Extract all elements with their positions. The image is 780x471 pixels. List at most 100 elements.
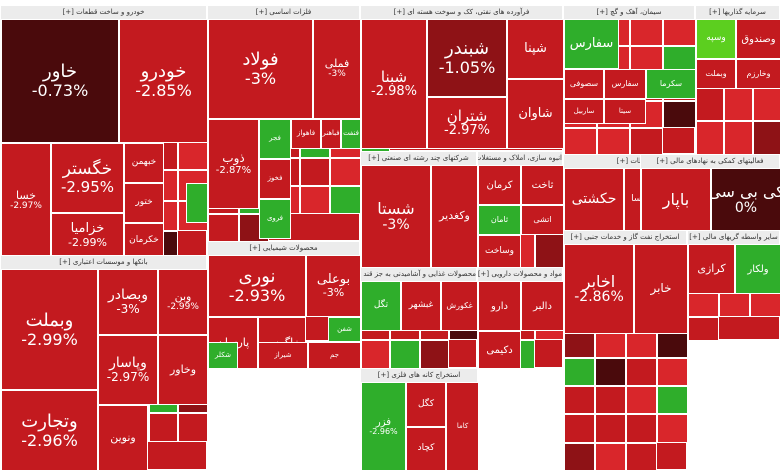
sector-block[interactable]: انبوه سازی، املاک و مستغلات [+] کرمان ثاخت… (477, 151, 564, 268)
stock-tile[interactable]: جم (308, 342, 361, 369)
sector-header[interactable]: استخراج نفت گاز و خدمات جنبی [+] (564, 231, 686, 244)
stock-tile[interactable]: باپار (641, 168, 711, 231)
filler-tile[interactable] (696, 87, 725, 121)
filler-tile[interactable] (148, 413, 179, 443)
filler-tile[interactable] (663, 19, 696, 47)
sector-header[interactable]: مواد و محصولات دارویی [+] (478, 268, 562, 281)
stock-tile[interactable]: ونوین (98, 405, 148, 471)
stock-tile[interactable]: ثاخت (521, 165, 564, 205)
sector-header[interactable]: محصولات غذایی و آشامیدنی به جز قند و شکر… (361, 268, 476, 281)
sector-block[interactable]: استخراج کانه های فلزی [+] فزر -2.96% کگل کچا… (360, 368, 479, 471)
stock-tile[interactable]: وخارزم (736, 59, 780, 89)
filler-tile[interactable] (330, 186, 361, 215)
sector-block[interactable]: بانکها و موسسات اعتباری [+] وبملت -2.99% وب… (0, 255, 208, 471)
sector-block[interactable]: سیمان، آهک و گچ [+] سفارس سصوفی سفارس ساربیل… (563, 5, 696, 155)
filler-tile[interactable] (657, 357, 688, 386)
stock-tile[interactable]: خبهمن (124, 143, 164, 183)
sector-header[interactable]: بانکها و موسسات اعتباری [+] (1, 256, 206, 269)
filler-tile[interactable] (361, 339, 391, 369)
stock-tile[interactable]: شپنا (507, 19, 564, 79)
stock-tile[interactable]: فزر -2.96% (361, 382, 406, 471)
filler-tile[interactable] (564, 357, 595, 386)
filler-tile[interactable] (657, 385, 688, 415)
filler-tile[interactable] (688, 316, 719, 341)
stock-tile[interactable]: شکلر (208, 342, 238, 369)
sector-header[interactable]: فلزات اساسی [+] (208, 6, 359, 19)
filler-tile[interactable] (178, 413, 208, 443)
stock-tile[interactable]: سکرما (646, 69, 696, 99)
stock-tile[interactable]: وبملت -2.99% (1, 269, 98, 390)
sector-block[interactable]: شرکتهای چند رشته ای صنعتی [+] شستا -3% وکغد… (360, 151, 478, 268)
filler-tile[interactable] (564, 385, 595, 415)
stock-tile[interactable]: فملی -3% (313, 19, 361, 119)
stock-tile[interactable] (186, 183, 208, 223)
stock-tile[interactable]: غکورش (441, 281, 478, 331)
stock-tile[interactable]: خسا -2.97% (1, 143, 51, 258)
stock-tile[interactable]: وپاسار -2.97% (98, 335, 158, 405)
stock-tile[interactable]: ثامان (478, 205, 521, 235)
filler-tile[interactable] (208, 214, 239, 242)
stock-tile[interactable]: خاور -0.73% (1, 19, 119, 143)
filler-tile[interactable] (390, 339, 420, 369)
stock-tile[interactable]: خگستر -2.95% (51, 143, 124, 213)
filler-tile[interactable] (299, 158, 331, 187)
stock-tile[interactable]: خودرو -2.85% (119, 19, 208, 143)
stock-tile[interactable]: شستا -3% (361, 165, 431, 268)
sector-block[interactable]: سایر واسطه گریهای مالی [+] کرازی ولکار (687, 230, 780, 341)
filler-tile[interactable] (724, 121, 753, 155)
stock-tile[interactable]: کی بی سی 0% (711, 168, 780, 231)
stock-tile[interactable]: سیتا (604, 99, 646, 124)
stock-tile[interactable]: فروی (259, 199, 291, 239)
filler-tile[interactable] (724, 87, 753, 121)
filler-tile[interactable] (626, 357, 657, 386)
stock-tile[interactable]: ولکار (735, 244, 780, 294)
stock-tile[interactable]: فخوز (259, 159, 291, 199)
stock-tile[interactable]: شبندر -1.05% (427, 19, 507, 97)
filler-tile[interactable] (688, 292, 719, 317)
filler-tile[interactable] (595, 357, 626, 386)
sector-header[interactable]: سرمایه گذاریها [+] (696, 6, 779, 19)
filler-tile[interactable] (626, 442, 657, 471)
filler-tile[interactable] (299, 186, 331, 215)
sector-block[interactable]: فلزات اساسی [+] فولاد -3% فملی -3% ذوب -2.87% ف… (207, 5, 361, 242)
stock-tile[interactable]: شتران -2.97% (427, 97, 507, 149)
filler-tile[interactable] (630, 46, 663, 74)
filler-tile[interactable] (564, 442, 595, 471)
stock-tile[interactable]: کگل (406, 382, 446, 427)
filler-tile[interactable] (750, 292, 780, 317)
filler-tile[interactable] (330, 158, 361, 187)
filler-tile[interactable] (626, 385, 657, 415)
sector-header[interactable]: شرکتهای چند رشته ای صنعتی [+] (361, 152, 476, 165)
stock-tile[interactable]: خزامیا -2.99% (51, 213, 124, 258)
filler-tile[interactable] (752, 121, 780, 155)
sector-header[interactable]: انبوه سازی، املاک و مستغلات [+] (478, 152, 562, 165)
stock-tile[interactable]: ختور (124, 183, 164, 223)
sector-header[interactable]: فعالیتهای کمکی به نهادهای مالی [+] (641, 155, 779, 168)
stock-tile[interactable]: شفن (328, 317, 361, 342)
stock-tile[interactable]: بوعلی -3% (306, 255, 361, 317)
filler-tile[interactable] (564, 414, 595, 443)
stock-tile[interactable]: خابر (634, 244, 688, 334)
stock-tile[interactable]: وبن -2.99% (158, 269, 208, 335)
filler-tile[interactable] (595, 385, 626, 415)
sector-block[interactable]: محصولات شیمیایی [+]نوری-2.93%بوعلی-3%پار… (207, 241, 361, 369)
sector-header[interactable]: خودرو و ساخت قطعات [+] (1, 6, 206, 19)
stock-tile[interactable]: سفارس (604, 69, 646, 99)
stock-tile[interactable]: وساخت (478, 235, 521, 268)
stock-tile[interactable]: شاوان (507, 79, 564, 149)
stock-tile[interactable]: ساربیل (564, 99, 604, 124)
filler-tile[interactable] (626, 414, 657, 443)
sector-block[interactable]: سرمایه گذاریها [+] وسپه وصندوق وبملت وخارزم (695, 5, 780, 155)
stock-tile[interactable]: اتشی (521, 205, 564, 235)
sector-header[interactable]: سایر واسطه گریهای مالی [+] (688, 231, 779, 244)
stock-tile[interactable]: سفارس (564, 19, 619, 69)
stock-tile[interactable]: دالبر (521, 281, 564, 331)
stock-tile[interactable]: دارو (478, 281, 521, 331)
filler-tile[interactable] (535, 233, 564, 268)
filler-tile[interactable] (419, 339, 449, 369)
stock-tile[interactable]: اخابر -2.86% (564, 244, 634, 334)
stock-tile[interactable]: فباهنر (321, 119, 341, 149)
stock-tile[interactable]: خکرمان (124, 223, 164, 258)
filler-tile[interactable] (597, 127, 630, 155)
stock-tile[interactable]: کرمان (478, 165, 521, 205)
